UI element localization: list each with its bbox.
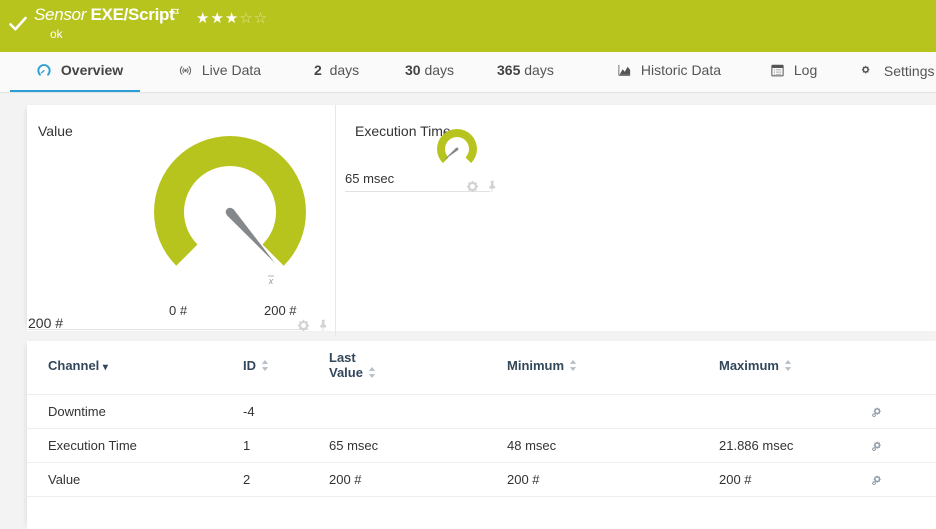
svg-text:x: x <box>268 276 274 286</box>
